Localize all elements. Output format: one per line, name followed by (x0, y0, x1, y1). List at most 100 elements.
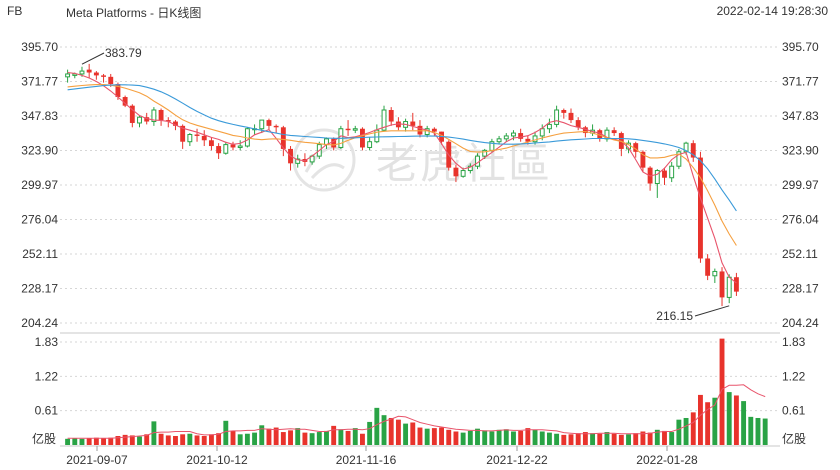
price-tick-label-left: 252.11 (22, 247, 58, 261)
price-tick-label-left: 371.77 (21, 74, 58, 88)
volume-bar (539, 431, 545, 445)
volume-unit-label-right: 亿股 (782, 431, 806, 446)
volume-bar (144, 434, 150, 445)
candle-body-down (388, 109, 394, 122)
candle-body-down (280, 127, 286, 149)
candle-body-up (654, 170, 660, 185)
price-annotations: 383.79 216.15 (81, 46, 730, 323)
volume-bar (194, 435, 200, 445)
volume-bar (223, 420, 229, 445)
x-tick-label: 2021-12-22 (486, 453, 548, 467)
watermark-logo-mark (304, 146, 345, 180)
volume-bar (690, 412, 696, 445)
candle-body-down (633, 143, 639, 152)
candle-body-up (726, 276, 732, 298)
candle-body-up (295, 158, 301, 164)
volume-bar (367, 421, 373, 445)
volume-tick-label-left: 1.22 (35, 369, 59, 383)
volume-bar (496, 429, 502, 445)
volume-bar (676, 419, 682, 445)
x-tick-label: 2021-10-12 (186, 453, 248, 467)
volume-bar (360, 433, 365, 445)
candle-body-down (345, 128, 351, 131)
candle-body-up (79, 70, 85, 75)
volume-bar (244, 433, 250, 445)
volume-bar (511, 431, 516, 445)
volume-bar (72, 438, 78, 445)
candle-body-down (158, 109, 164, 121)
volume-bar (683, 417, 689, 445)
price-moving-averages (67, 71, 737, 284)
volume-bar (611, 433, 617, 445)
candle-body-up (503, 135, 509, 140)
x-tick-label: 2022-01-28 (636, 453, 698, 467)
volume-bar (151, 421, 157, 445)
candle-body-down (561, 109, 567, 113)
candle-body-up (554, 109, 560, 125)
volume-bar (187, 433, 193, 445)
candle-body-down (273, 125, 279, 128)
price-tick-label-left: 299.97 (21, 178, 58, 192)
volume-bar (252, 432, 258, 445)
volume-bar (201, 435, 207, 445)
candle-body-down (640, 151, 646, 168)
candle-body-up (460, 170, 466, 177)
candle-body-up (237, 145, 243, 148)
candle-body-down (410, 121, 416, 126)
candle-body-down (101, 75, 106, 77)
candle-body-down (662, 170, 667, 178)
volume-moving-average (67, 384, 766, 439)
volume-bar (165, 435, 171, 445)
volume-bar (719, 338, 725, 445)
candle-body-down (93, 72, 99, 76)
candle-body-down (690, 143, 696, 158)
price-tick-label-left: 323.90 (21, 144, 58, 158)
candle-body-down (395, 121, 401, 128)
volume-bar (568, 434, 574, 445)
candle-body-down (568, 112, 574, 121)
candle-body-up (367, 141, 373, 148)
candle-body-down (208, 140, 214, 147)
volume-bar (489, 431, 495, 445)
volume-bar (180, 434, 186, 445)
price-tick-label-right: 371.77 (782, 74, 819, 88)
candle-body-up (676, 151, 682, 167)
candle-body-down (165, 120, 171, 122)
volume-bar (302, 432, 308, 445)
candle-body-down (733, 277, 739, 292)
volume-bar (467, 430, 473, 445)
candle-body-down (360, 128, 365, 148)
volume-tick-label-right: 1.83 (782, 335, 806, 349)
volume-bar (295, 428, 301, 445)
volume-bar (424, 428, 430, 445)
candle-body-down (201, 135, 207, 141)
candle-body-down (698, 157, 703, 259)
volume-bar (230, 430, 236, 445)
volume-bar (273, 427, 279, 445)
volume-bar (395, 419, 401, 445)
candle-body-up (352, 128, 358, 131)
volume-bar (669, 432, 675, 445)
candle-body-down (194, 134, 200, 136)
candle-body-down (266, 120, 272, 126)
volume-bar (503, 429, 509, 445)
candle-body-down (173, 121, 178, 126)
candle-body-up (381, 109, 387, 131)
volume-tick-label-left: 0.61 (35, 404, 59, 418)
volume-bar (115, 435, 121, 445)
volume-bar (575, 433, 581, 445)
price-tick-label-right: 252.11 (782, 247, 818, 261)
x-tick-label: 2021-11-16 (336, 453, 397, 467)
candle-body-down (180, 125, 186, 142)
volume-bar (65, 438, 71, 445)
volume-bar (122, 434, 128, 445)
volume-bar (208, 434, 214, 445)
volume-bar (216, 433, 222, 445)
candle-body-up (467, 165, 473, 172)
volume-unit-label-left: 亿股 (32, 431, 56, 446)
price-tick-label-right: 204.24 (782, 316, 819, 330)
volume-bar (338, 429, 344, 445)
volume-bar (647, 432, 653, 445)
volume-bar (439, 427, 444, 445)
